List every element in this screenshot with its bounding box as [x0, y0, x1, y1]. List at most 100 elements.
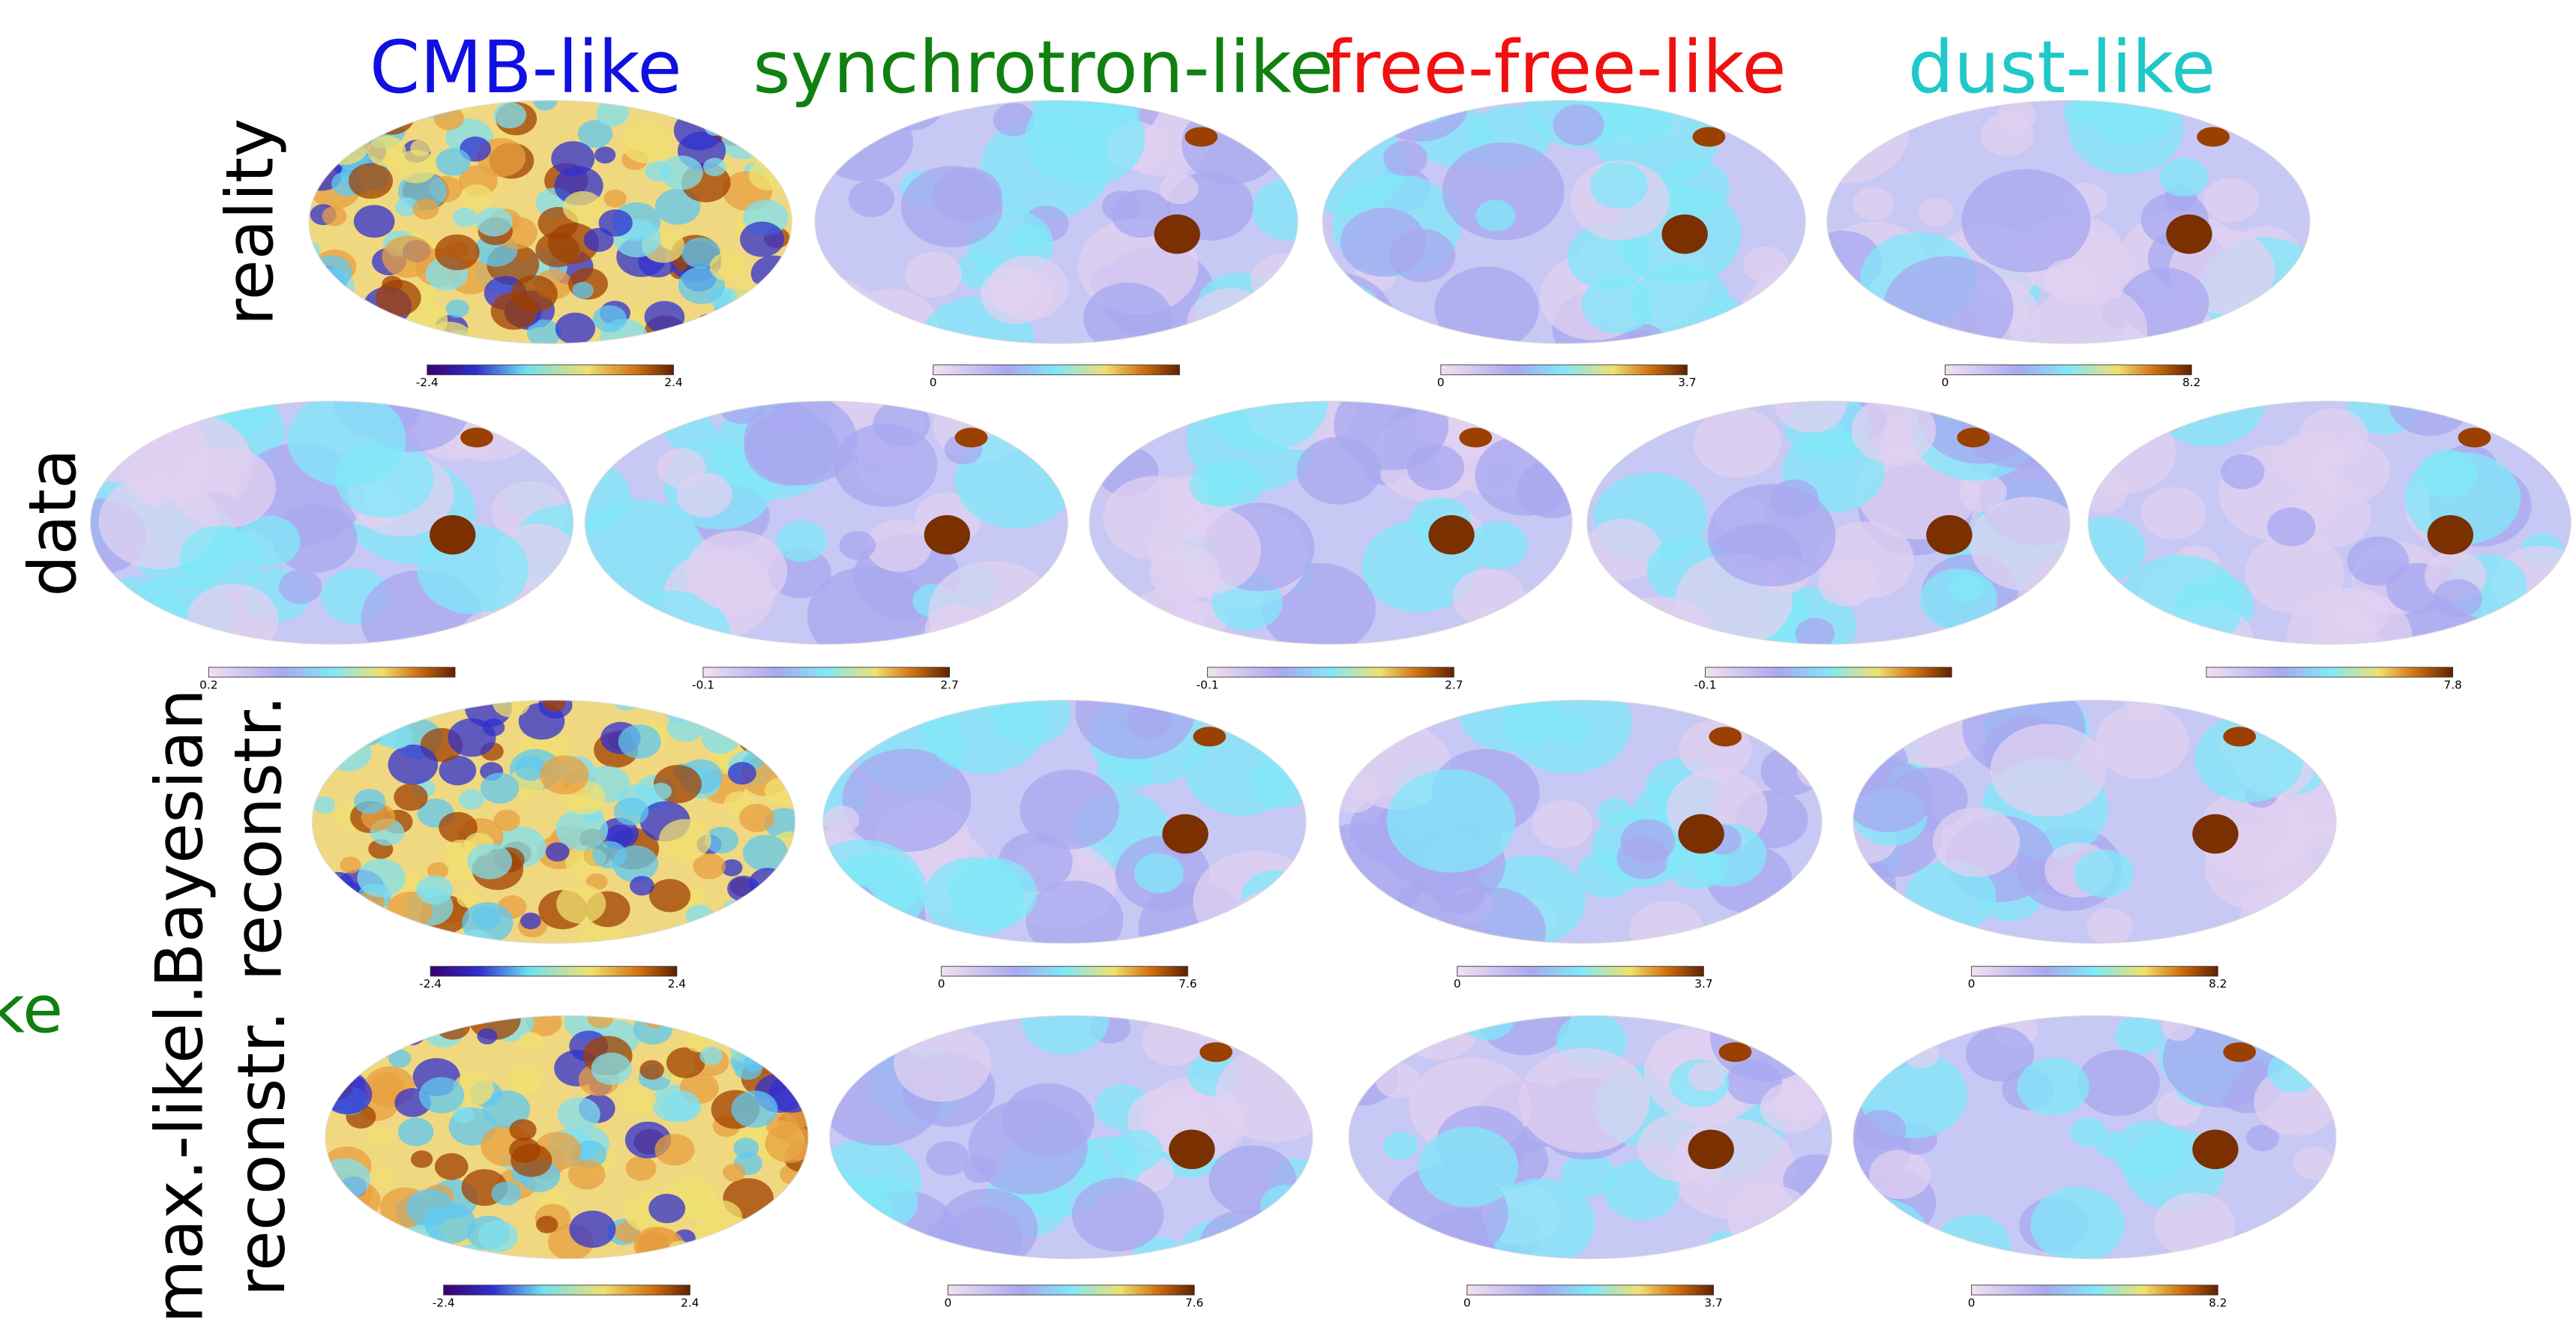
- map-blob: [324, 1018, 365, 1051]
- map-blob: [1020, 769, 1119, 849]
- map-blob: [324, 872, 354, 896]
- map-blob: [767, 277, 882, 369]
- map-blob: [519, 382, 608, 453]
- map-blob: [621, 1086, 656, 1114]
- map-blob: [346, 1230, 367, 1247]
- map-blob: [2095, 1131, 2128, 1158]
- map-blob: [173, 446, 276, 529]
- map-blob: [558, 1097, 601, 1132]
- map-blob: [1903, 1039, 1939, 1069]
- map-blob: [614, 797, 648, 825]
- map-blob: [725, 1003, 770, 1039]
- row-label: Bayesian: [141, 688, 217, 988]
- map-hotspot: [1688, 1130, 1734, 1170]
- map-content: [758, 61, 1330, 389]
- row-label: data: [15, 448, 91, 596]
- map-blob: [728, 303, 774, 340]
- sky-map: [2065, 355, 2576, 688]
- sky-map: [289, 685, 816, 961]
- map-hotspot: [2192, 814, 2238, 854]
- map-blob: [2434, 579, 2482, 618]
- map-blob: [663, 697, 696, 723]
- colorbar: [1972, 1285, 2218, 1295]
- map-blob: [388, 745, 439, 784]
- map-blob: [1708, 1231, 1741, 1258]
- map-blob: [446, 299, 469, 318]
- map-blob: [419, 1077, 464, 1113]
- map-blob: [2262, 103, 2316, 145]
- map-blob: [755, 897, 795, 928]
- map-blob: [587, 1008, 613, 1029]
- sky-map: [761, 663, 1352, 987]
- map-blob: [1418, 1127, 1519, 1207]
- map-blob: [436, 148, 470, 175]
- map-blob: [311, 1071, 340, 1094]
- colorbar: [1441, 365, 1688, 375]
- map-blob: [373, 920, 416, 955]
- map-hotspot: [460, 427, 493, 447]
- map-blob: [645, 301, 685, 333]
- map-content: [541, 367, 1082, 681]
- map-blob: [310, 99, 361, 140]
- map-blob: [572, 282, 593, 299]
- map-hotspot: [1678, 814, 1724, 854]
- map-blob: [824, 805, 859, 834]
- map-blob: [459, 790, 484, 810]
- map-blob: [894, 1024, 990, 1102]
- map-blob: [2299, 409, 2368, 464]
- map-blob: [1296, 437, 1381, 505]
- map-blob: [388, 1050, 411, 1068]
- map-blob: [565, 394, 620, 438]
- map-blob: [2030, 1187, 2125, 1263]
- map-blob: [693, 325, 729, 352]
- colorbar-max: 8.2: [2209, 1296, 2227, 1309]
- colorbar-min: 0: [1463, 1296, 1471, 1309]
- map-blob: [340, 709, 369, 732]
- map-blob: [1948, 574, 1984, 602]
- map-blob: [723, 1163, 745, 1181]
- map-blob: [619, 724, 661, 759]
- map-blob: [2077, 473, 2128, 513]
- map-hotspot: [2192, 1130, 2238, 1170]
- map-blob: [340, 856, 361, 873]
- map-blob: [1802, 1207, 1930, 1309]
- map-blob: [1251, 890, 1343, 964]
- map-blob: [578, 923, 626, 961]
- map-blob: [1383, 1132, 1418, 1160]
- colorbar: [1208, 667, 1454, 677]
- map-blob: [2266, 1212, 2333, 1266]
- map-blob: [406, 1189, 454, 1226]
- map-blob: [325, 1223, 374, 1262]
- map-blob: [2062, 99, 2095, 125]
- map-blob: [1407, 445, 1464, 490]
- map-hotspot: [2458, 427, 2491, 447]
- column-header: CMB-like: [370, 25, 682, 109]
- map-blob: [1150, 545, 1221, 601]
- sky-map: [758, 61, 1330, 389]
- map-blob: [676, 472, 732, 517]
- map-blob: [493, 102, 526, 128]
- colorbar: [444, 1285, 690, 1295]
- map-blob: [179, 526, 262, 592]
- map-blob: [749, 160, 788, 190]
- map-blob: [476, 207, 513, 236]
- map-blob: [751, 256, 796, 292]
- colorbar-min: 0: [1437, 376, 1445, 389]
- colorbar-min: -0.1: [1694, 678, 1717, 691]
- map-hotspot: [1719, 1042, 1752, 1062]
- sky-map: [1802, 1003, 2338, 1309]
- map-blob: [1434, 887, 1545, 976]
- map-blob: [711, 97, 754, 133]
- map-blob: [905, 252, 962, 298]
- map-blob: [772, 1008, 801, 1030]
- map-blob: [349, 1010, 400, 1050]
- map-blob: [660, 155, 703, 190]
- map-blob: [357, 692, 401, 728]
- map-blob: [2141, 487, 2206, 540]
- map-blob: [686, 531, 787, 612]
- map-blob: [648, 1194, 685, 1223]
- map-blob: [2119, 555, 2243, 655]
- map-blob: [622, 123, 672, 163]
- map-blob: [697, 314, 717, 331]
- map-hotspot: [2223, 1042, 2256, 1062]
